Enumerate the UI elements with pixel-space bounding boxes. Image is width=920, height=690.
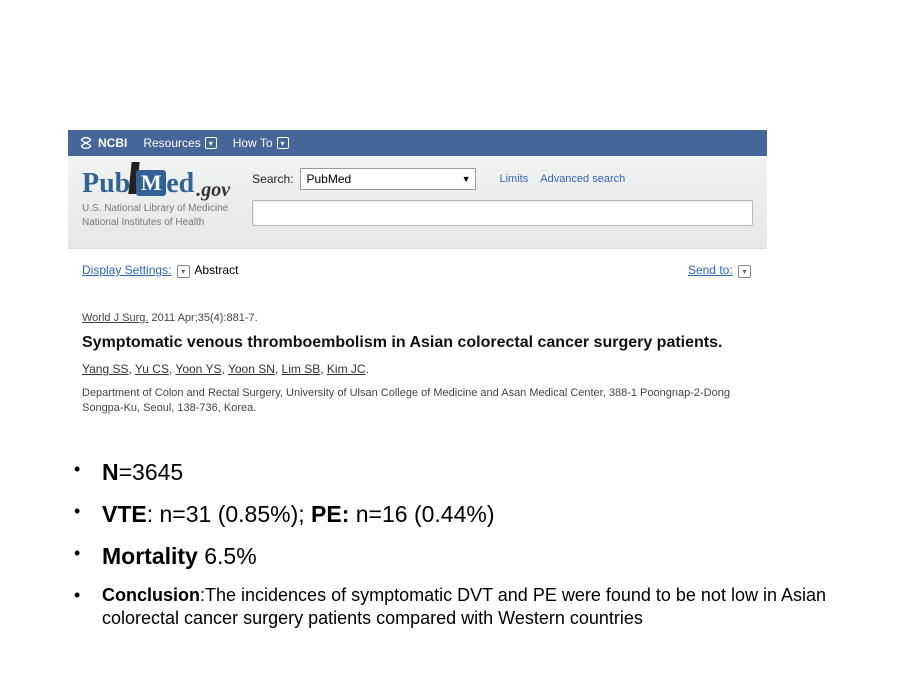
pubmed-logo-gov: .gov bbox=[196, 180, 230, 200]
bullet-conclusion: Conclusion:The incidences of symptomatic… bbox=[68, 584, 858, 631]
pubmed-header: PubMed.gov U.S. National Library of Medi… bbox=[68, 156, 767, 249]
content-toolbar: Display Settings: ▾ Abstract Send to: ▾ bbox=[82, 263, 753, 278]
display-settings-label: Display Settings: bbox=[82, 263, 171, 277]
ncbi-s-icon bbox=[78, 135, 94, 151]
bullet-mortality-label: Mortality bbox=[102, 543, 198, 569]
nlm-subtitle: U.S. National Library of Medicine Nation… bbox=[82, 202, 230, 230]
author-link[interactable]: Kim JC bbox=[327, 362, 366, 376]
slide-bullets: N=3645 VTE: n=31 (0.85%); PE: n=16 (0.44… bbox=[68, 458, 858, 642]
bullet-n-value: =3645 bbox=[119, 459, 184, 485]
author-link[interactable]: Yoon SN bbox=[228, 362, 275, 376]
nlm-line1: U.S. National Library of Medicine bbox=[82, 202, 230, 216]
chevron-down-icon: ▾ bbox=[277, 137, 289, 149]
search-links: Limits Advanced search bbox=[500, 173, 626, 185]
bullet-conclusion-text: :The incidences of symptomatic DVT and P… bbox=[102, 585, 826, 628]
author-link[interactable]: Yang SS bbox=[82, 362, 128, 376]
journal-name[interactable]: World J Surg. bbox=[82, 312, 148, 324]
bullet-pe-label: PE: bbox=[311, 501, 349, 527]
bullet-vte: VTE: n=31 (0.85%); PE: n=16 (0.44%) bbox=[68, 500, 858, 530]
chevron-down-icon: ▾ bbox=[205, 137, 217, 149]
search-label: Search: bbox=[252, 172, 293, 186]
search-scope-select[interactable]: PubMed ▼ bbox=[300, 168, 476, 190]
bullet-vte-label: VTE bbox=[102, 501, 147, 527]
search-row-input bbox=[252, 200, 753, 226]
bullet-n-label: N bbox=[102, 459, 119, 485]
chevron-down-icon: ▾ bbox=[177, 265, 190, 278]
pubmed-screenshot: NCBI Resources ▾ How To ▾ PubMed.gov U.S… bbox=[68, 130, 767, 427]
display-mode: Abstract bbox=[194, 263, 238, 277]
article-title: Symptomatic venous thromboembolism in As… bbox=[82, 334, 753, 352]
ncbi-logo[interactable]: NCBI bbox=[78, 135, 127, 151]
triangle-down-icon: ▼ bbox=[462, 174, 471, 184]
ncbi-resources-label: Resources bbox=[143, 136, 200, 150]
ncbi-resources-menu[interactable]: Resources ▾ bbox=[143, 136, 216, 150]
bullet-conclusion-label: Conclusion bbox=[102, 585, 200, 605]
abstract-content: Display Settings: ▾ Abstract Send to: ▾ … bbox=[68, 249, 767, 427]
pubmed-logo: PubMed.gov bbox=[82, 166, 230, 198]
chevron-down-icon: ▾ bbox=[738, 265, 751, 278]
advanced-search-link[interactable]: Advanced search bbox=[540, 173, 625, 185]
author-link[interactable]: Lim SB bbox=[282, 362, 321, 376]
send-to-label: Send to: bbox=[688, 263, 733, 277]
ncbi-howto-menu[interactable]: How To ▾ bbox=[233, 136, 289, 150]
affiliation: Department of Colon and Rectal Surgery, … bbox=[82, 386, 753, 417]
pubmed-logo-block[interactable]: PubMed.gov U.S. National Library of Medi… bbox=[82, 166, 230, 230]
bullet-mortality-value: 6.5% bbox=[198, 543, 257, 569]
bullet-pe-text: n=16 (0.44%) bbox=[349, 501, 494, 527]
citation: World J Surg. 2011 Apr;35(4):881-7. bbox=[82, 312, 753, 324]
search-block: Search: PubMed ▼ Limits Advanced search bbox=[252, 166, 753, 230]
author-link[interactable]: Yoon YS bbox=[175, 362, 221, 376]
pubmed-logo-ed: ed bbox=[166, 170, 194, 198]
nlm-line2: National Institutes of Health bbox=[82, 216, 230, 230]
ncbi-brand-text: NCBI bbox=[98, 136, 127, 150]
pubmed-logo-m: M bbox=[136, 170, 166, 196]
search-input[interactable] bbox=[252, 200, 753, 226]
bullet-mortality: Mortality 6.5% bbox=[68, 542, 858, 572]
bullet-n: N=3645 bbox=[68, 458, 858, 488]
bullet-vte-text: : n=31 (0.85%); bbox=[147, 501, 311, 527]
author-link[interactable]: Yu CS bbox=[135, 362, 169, 376]
citation-detail: 2011 Apr;35(4):881-7. bbox=[148, 312, 257, 324]
display-settings[interactable]: Display Settings: ▾ Abstract bbox=[82, 263, 238, 278]
authors-list: Yang SS, Yu CS, Yoon YS, Yoon SN, Lim SB… bbox=[82, 362, 753, 376]
ncbi-top-bar: NCBI Resources ▾ How To ▾ bbox=[68, 130, 767, 156]
search-row-top: Search: PubMed ▼ Limits Advanced search bbox=[252, 168, 753, 190]
search-scope-value: PubMed bbox=[307, 172, 352, 186]
pubmed-logo-pub: Pub bbox=[82, 170, 130, 198]
ncbi-howto-label: How To bbox=[233, 136, 273, 150]
limits-link[interactable]: Limits bbox=[500, 173, 529, 185]
send-to[interactable]: Send to: ▾ bbox=[688, 263, 753, 278]
